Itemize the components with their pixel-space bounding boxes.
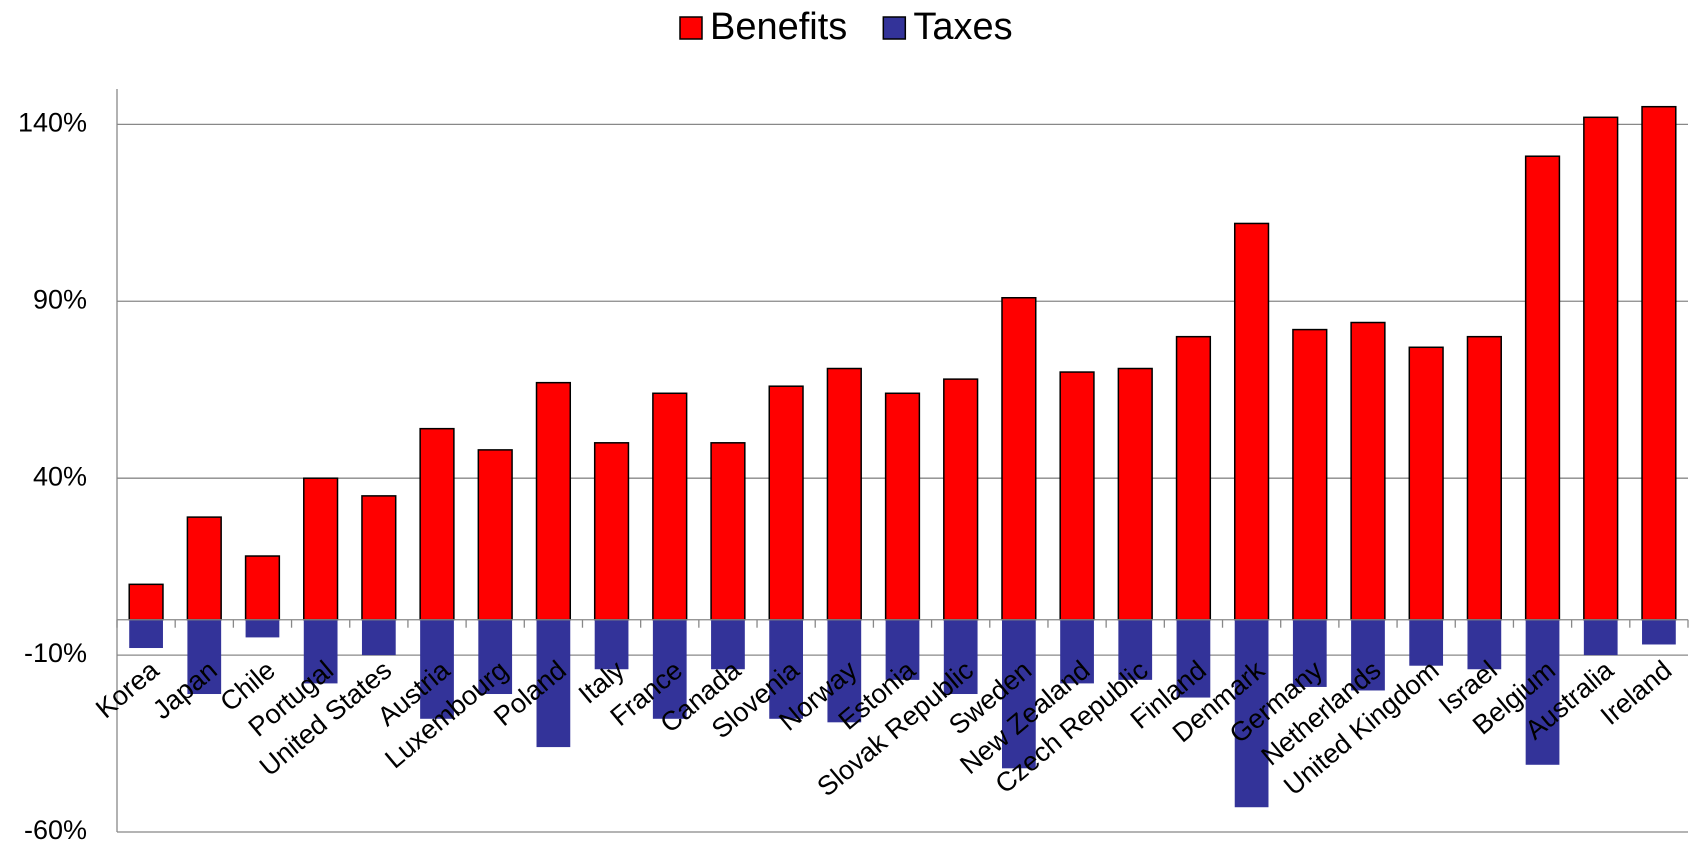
bar: [361, 495, 397, 621]
bar: [1467, 619, 1502, 670]
y-tick-label: -60%: [24, 815, 87, 845]
bar: [1292, 619, 1327, 687]
bar: [244, 555, 281, 621]
bar: [1292, 328, 1328, 621]
bar: [1233, 222, 1270, 621]
legend-label: Benefits: [710, 6, 847, 48]
bar: [419, 427, 455, 621]
bar: [535, 381, 572, 621]
bar: [1408, 346, 1444, 621]
bar: [1234, 619, 1269, 808]
y-tick-label: 40%: [33, 461, 87, 491]
bar: [1001, 296, 1037, 621]
y-tick-label: 140%: [18, 108, 87, 138]
bar: [711, 619, 745, 670]
x-tick-label: Korea: [90, 654, 165, 724]
bar: [885, 619, 920, 680]
bar: [769, 619, 804, 719]
bar: [1524, 155, 1561, 621]
legend-swatch: [882, 16, 907, 40]
bar: [186, 516, 222, 621]
bar: [710, 442, 746, 621]
bar: [129, 619, 163, 649]
bar: [361, 619, 396, 656]
bar: [1525, 619, 1560, 765]
bar: [1641, 105, 1677, 621]
bar: [943, 378, 979, 621]
bar: [1351, 619, 1385, 691]
bar: [536, 619, 571, 748]
bar: [187, 619, 222, 695]
bar: [1583, 619, 1618, 656]
bar: [303, 477, 339, 621]
bar: [128, 583, 164, 621]
bar: [478, 619, 513, 695]
bar: [826, 367, 862, 621]
bar: [652, 392, 688, 621]
bar: [1059, 371, 1095, 621]
bar: [827, 619, 862, 723]
bar: [652, 619, 687, 719]
legend-label: Taxes: [913, 6, 1012, 48]
bar: [477, 449, 513, 621]
bar: [420, 619, 454, 719]
bar: [1118, 619, 1153, 680]
bar: [884, 392, 921, 621]
legend-swatch: [679, 16, 703, 40]
bar: [245, 619, 280, 638]
bar: [1409, 619, 1444, 666]
y-tick-label: 90%: [33, 284, 87, 314]
bar: [1117, 367, 1153, 621]
bar: [1583, 116, 1619, 621]
bar: [943, 619, 978, 695]
bar: [1642, 619, 1676, 645]
bar: [1176, 619, 1211, 698]
bar: [1175, 335, 1212, 621]
bar: [593, 442, 630, 621]
bar: [768, 385, 804, 621]
bar: [1466, 335, 1502, 621]
bar: [1001, 619, 1036, 769]
y-tick-label: -10%: [24, 638, 87, 668]
legend: Benefits Taxes: [679, 6, 1013, 48]
bar: [1060, 619, 1094, 684]
bar: [1350, 321, 1386, 621]
bar: [303, 619, 338, 684]
bar: [594, 619, 629, 670]
